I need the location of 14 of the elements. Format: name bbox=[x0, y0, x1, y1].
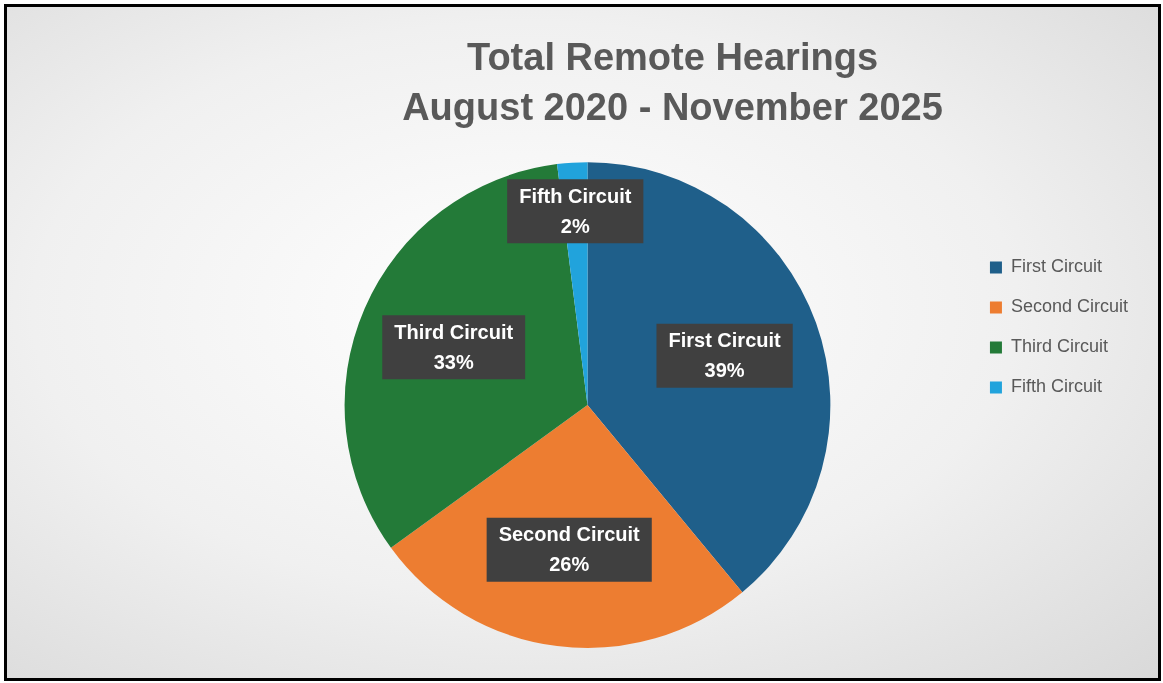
chart-subtitle: August 2020 - November 2025 bbox=[402, 85, 943, 128]
chart-title: Total Remote Hearings bbox=[466, 36, 879, 79]
legend-label: Fifth Circuit bbox=[1010, 376, 1102, 397]
slice-label: Second Circuit bbox=[498, 523, 641, 546]
legend-label: First Circuit bbox=[1010, 256, 1102, 277]
legend-label: Third Circuit bbox=[1010, 336, 1108, 357]
data-label: 2% bbox=[560, 214, 590, 237]
data-label: 33% bbox=[433, 350, 474, 373]
data-label: 26% bbox=[549, 553, 590, 576]
slice-label: First Circuit bbox=[668, 329, 782, 352]
legend-label: Second Circuit bbox=[1010, 296, 1129, 317]
slice-label: Fifth Circuit bbox=[519, 184, 632, 207]
slice-label: Third Circuit bbox=[394, 320, 514, 343]
data-label: 39% bbox=[704, 359, 745, 382]
